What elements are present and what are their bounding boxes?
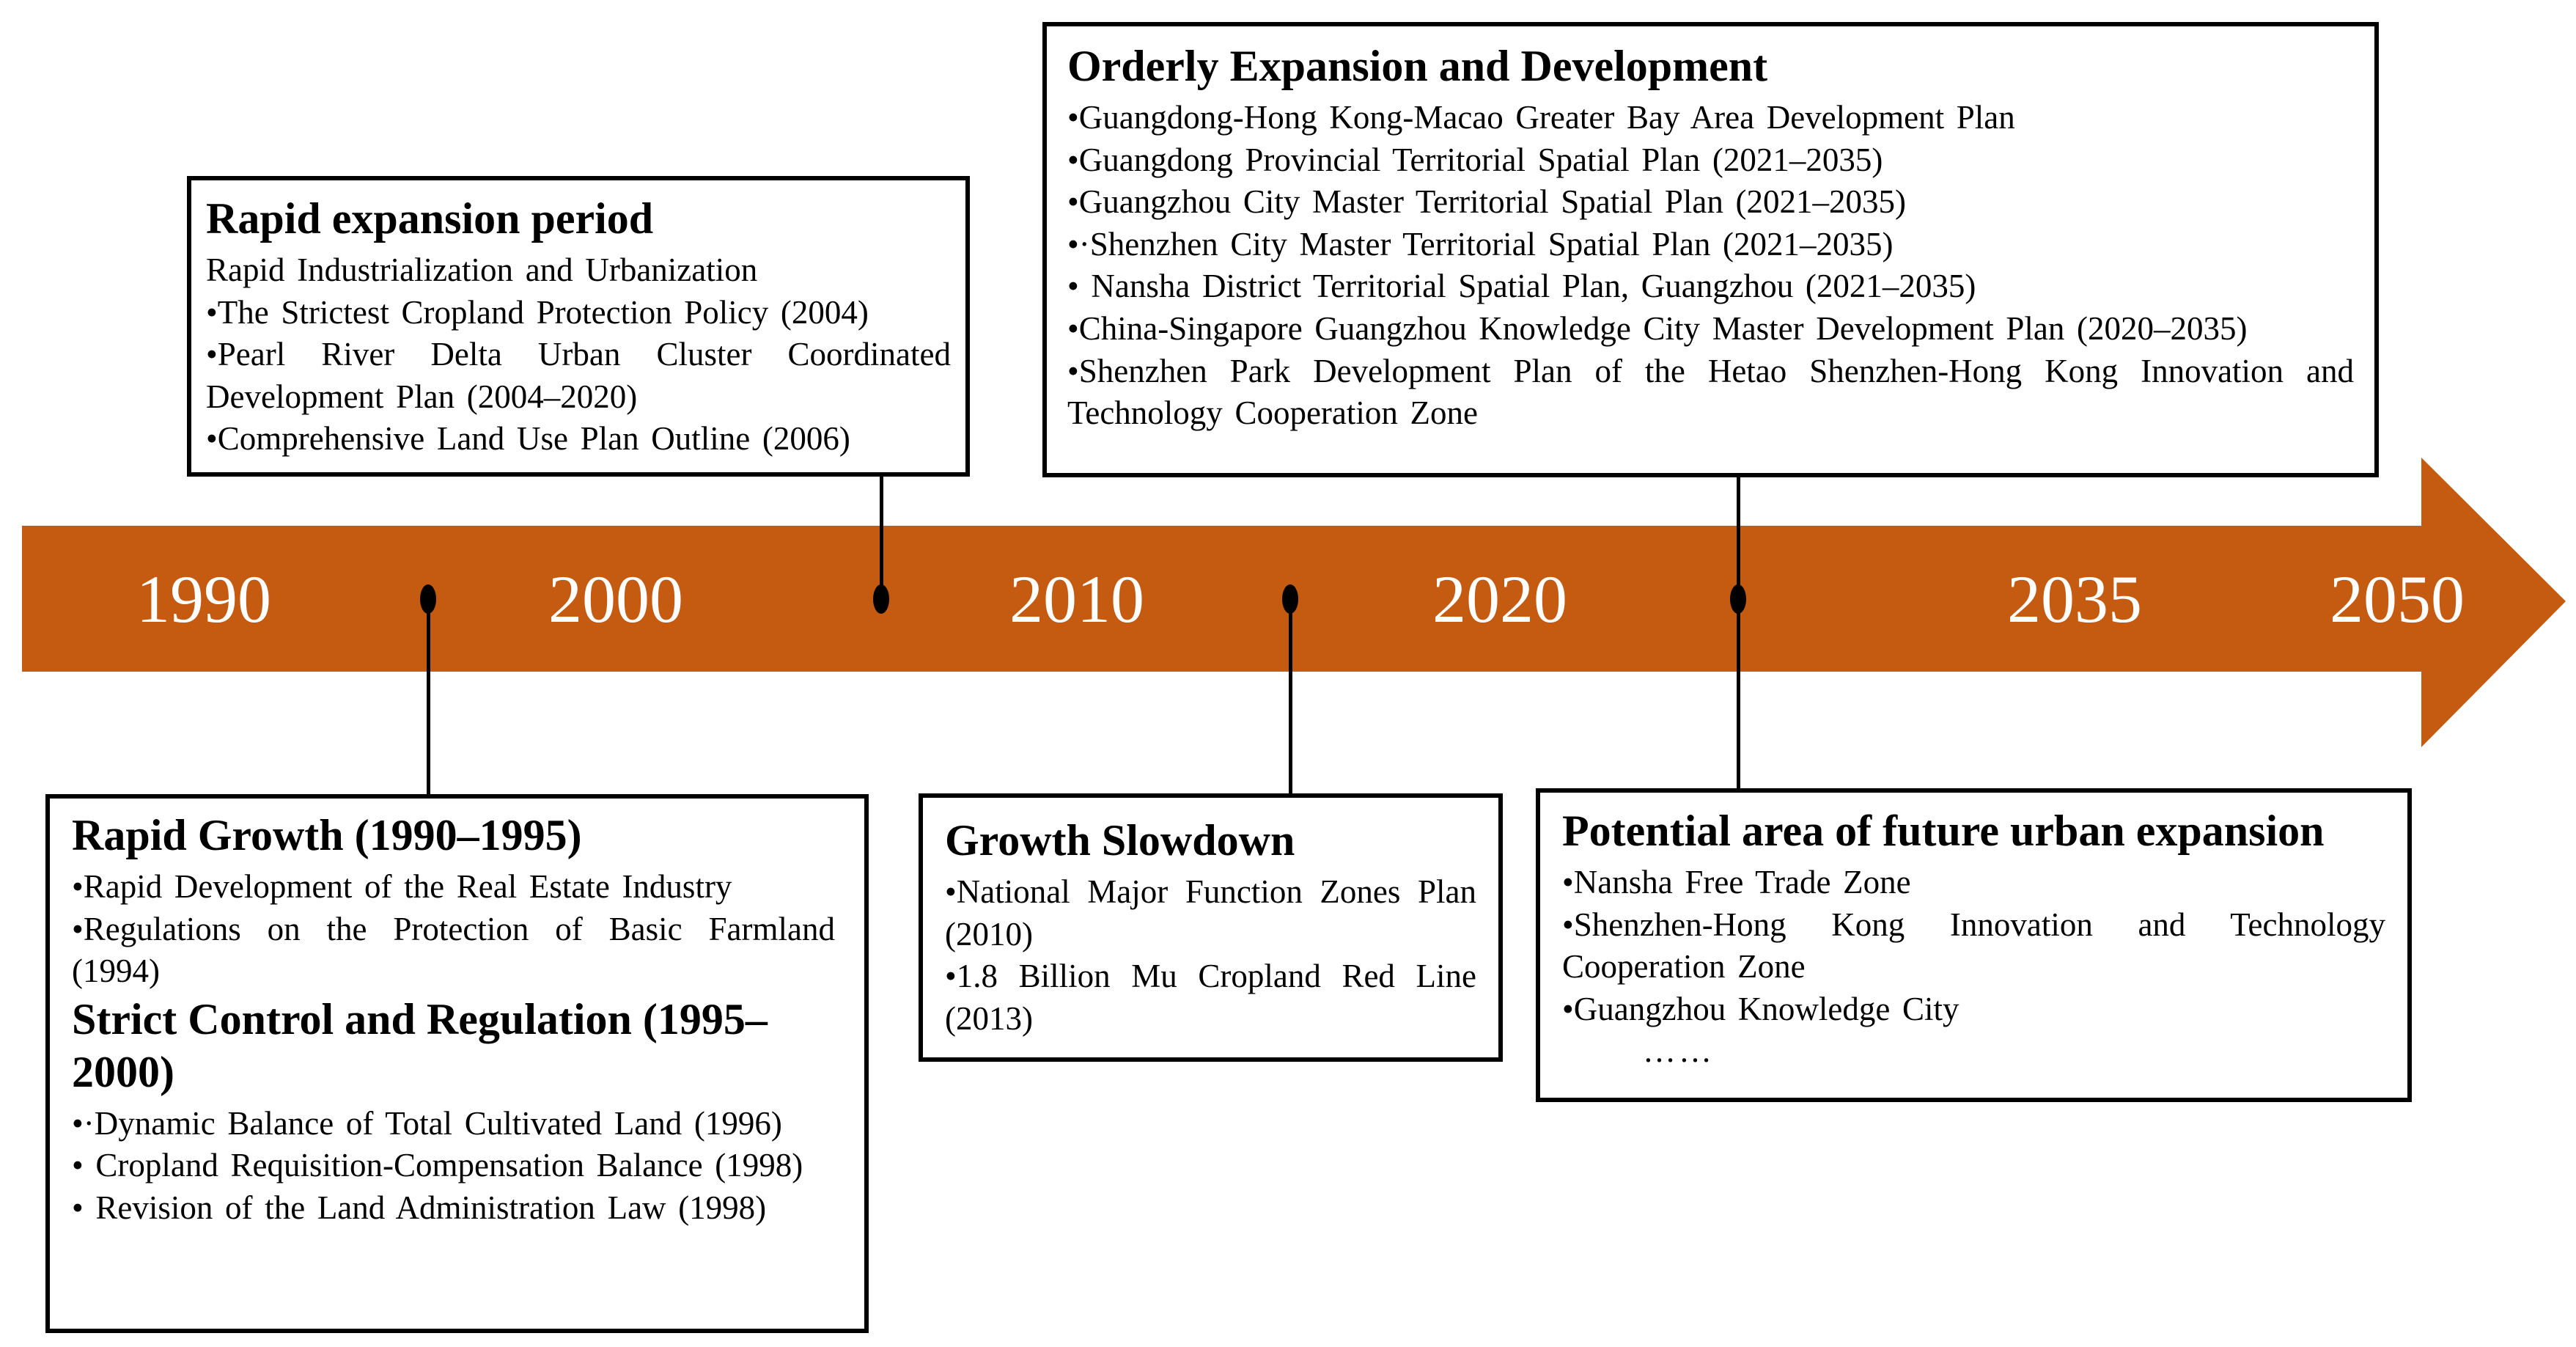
box-bullet: • Nansha District Territorial Spatial Pl… xyxy=(1067,268,1976,305)
box-bullet: •Regulations on the Protection of Basic … xyxy=(72,910,835,990)
box-title: Orderly Expansion and Development xyxy=(1067,42,1768,90)
year-label-2050: 2050 xyxy=(2330,562,2465,636)
box-ellipsis: …… xyxy=(1643,1032,1715,1070)
growth-slowdown-box: Growth Slowdown •National Major Function… xyxy=(919,793,1503,1062)
year-label-2010: 2010 xyxy=(1009,562,1144,636)
box-subtitle: Strict Control and Regulation (1995–2000… xyxy=(72,994,768,1096)
connector-line-rapid-expansion xyxy=(880,475,883,601)
year-label-2035: 2035 xyxy=(2007,562,2142,636)
connector-line-orderly-potential xyxy=(1737,475,1740,790)
year-label-2020: 2020 xyxy=(1432,562,1567,636)
box-bullet: •Pearl River Delta Urban Cluster Coordin… xyxy=(206,336,951,415)
potential-area-box: Potential area of future urban expansion… xyxy=(1536,788,2412,1102)
connector-line-growth-slowdown xyxy=(1289,599,1292,795)
box-bullet: • Revision of the Land Administration La… xyxy=(72,1189,767,1226)
box-title: Growth Slowdown xyxy=(945,816,1295,865)
box-bullet: •Comprehensive Land Use Plan Outline (20… xyxy=(206,420,850,458)
box-line: Rapid Industrialization and Urbanization xyxy=(206,252,758,288)
rapid-growth-strict-control-box: Rapid Growth (1990–1995) •Rapid Developm… xyxy=(45,794,869,1333)
box-bullet: •National Major Function Zones Plan (201… xyxy=(945,873,1476,953)
box-bullet: •1.8 Billion Mu Cropland Red Line (2013) xyxy=(945,958,1476,1037)
box-bullet: •Guangdong Provincial Territorial Spatia… xyxy=(1067,141,1883,178)
timeline-dot-1 xyxy=(420,584,436,614)
rapid-expansion-period-box: Rapid expansion period Rapid Industriali… xyxy=(187,176,970,477)
box-bullet: •Guangzhou City Master Territorial Spati… xyxy=(1067,183,1906,221)
orderly-expansion-box: Orderly Expansion and Development •Guang… xyxy=(1042,22,2379,477)
box-title: Rapid Growth (1990–1995) xyxy=(72,811,582,859)
box-bullet: •The Strictest Cropland Protection Polic… xyxy=(206,293,869,331)
box-bullet: •Rapid Development of the Real Estate In… xyxy=(72,868,732,905)
connector-line-rapid-growth xyxy=(427,599,430,796)
timeline-dot-4 xyxy=(1730,584,1746,614)
box-bullet: • Cropland Requisition-Compensation Bala… xyxy=(72,1147,803,1184)
box-title: Potential area of future urban expansion xyxy=(1562,807,2325,855)
box-bullet: •Guangdong-Hong Kong-Macao Greater Bay A… xyxy=(1067,99,2015,136)
box-bullet: •Shenzhen-Hong Kong Innovation and Techn… xyxy=(1562,906,2385,986)
timeline-dot-3 xyxy=(1282,584,1298,614)
box-bullet: •Shenzhen Park Development Plan of the H… xyxy=(1067,352,2354,432)
box-title: Rapid expansion period xyxy=(206,194,654,243)
box-bullet: •Guangzhou Knowledge City xyxy=(1562,990,1959,1027)
box-bullet: •·Shenzhen City Master Territorial Spati… xyxy=(1067,225,1894,263)
box-bullet: •Nansha Free Trade Zone xyxy=(1562,864,1911,900)
year-label-1990: 1990 xyxy=(136,562,271,636)
box-bullet: •·Dynamic Balance of Total Cultivated La… xyxy=(72,1104,782,1142)
year-label-2000: 2000 xyxy=(548,562,683,636)
box-bullet: •China-Singapore Guangzhou Knowledge Cit… xyxy=(1067,309,2248,347)
timeline-dot-2 xyxy=(873,584,889,614)
